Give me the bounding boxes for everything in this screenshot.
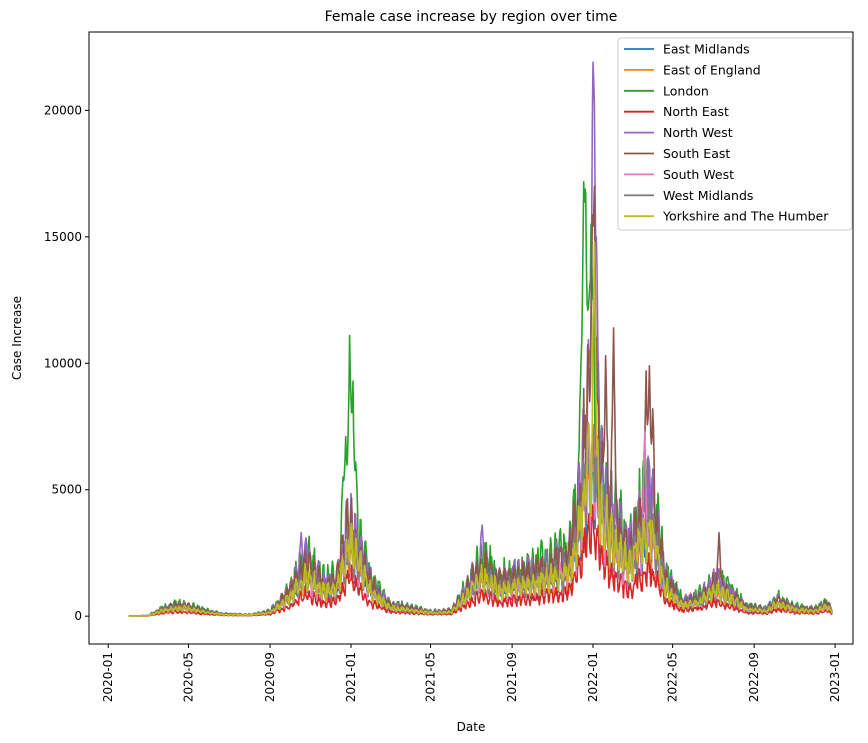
chart-title: Female case increase by region over time (325, 9, 618, 25)
y-axis: 0 5000 10000 15000 20000 (44, 103, 89, 623)
legend-label: North West (663, 125, 733, 140)
legend-box (617, 37, 853, 231)
legend-label: West Midlands (663, 188, 753, 203)
legend: East Midlands East of England London North … (617, 37, 853, 231)
legend-label: East of England (663, 62, 761, 77)
y-tick-label: 0 (74, 609, 82, 623)
series-line-yorkshire-and-the-humber (128, 241, 833, 618)
x-tick-label: 2021-09 (505, 652, 519, 702)
y-tick-label: 20000 (44, 103, 82, 117)
legend-label: North East (663, 104, 729, 119)
y-tick-label: 15000 (44, 230, 82, 244)
x-axis: 2020-01 2020-05 2020-09 2021-01 2021-05 2021-… (101, 644, 842, 702)
y-tick-label: 10000 (44, 356, 82, 370)
x-tick-label: 2020-09 (263, 652, 277, 702)
legend-label: East Midlands (663, 42, 750, 57)
x-tick-label: 2022-01 (586, 652, 600, 702)
x-tick-label: 2021-01 (344, 652, 358, 702)
x-tick-label: 2022-09 (747, 652, 761, 702)
x-tick-label: 2021-05 (424, 652, 438, 702)
x-tick-label: 2020-05 (181, 652, 195, 702)
x-axis-label: Date (457, 720, 486, 734)
x-tick-label: 2022-05 (666, 652, 680, 702)
y-tick-label: 5000 (51, 483, 82, 497)
x-tick-label: 2020-01 (101, 652, 115, 702)
legend-label: South East (663, 146, 730, 161)
x-tick-label: 2023-01 (828, 652, 842, 702)
legend-label: Yorkshire and The Humber (662, 209, 829, 224)
legend-label: South West (663, 167, 734, 182)
legend-label: London (663, 83, 709, 98)
y-axis-label: Case Increase (10, 296, 24, 380)
series-layer (128, 61, 834, 618)
plot-frame (88, 31, 854, 645)
